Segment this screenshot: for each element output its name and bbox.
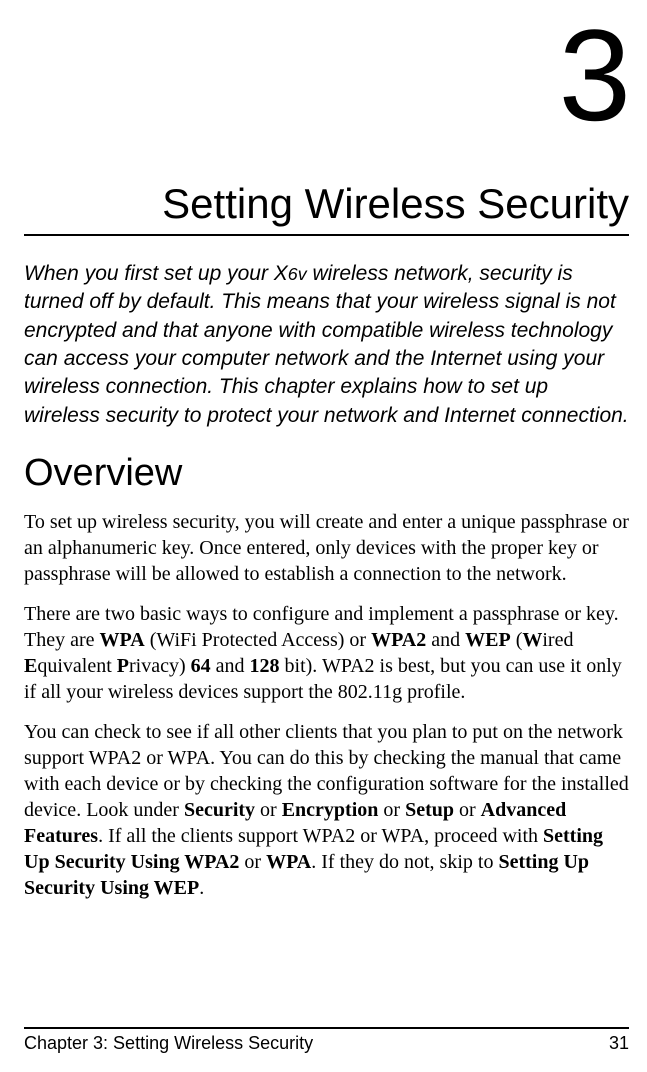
footer-chapter-label: Chapter 3: Setting Wireless Security [24, 1033, 313, 1054]
body-paragraph-3: You can check to see if all other client… [24, 719, 629, 901]
page-footer: Chapter 3: Setting Wireless Security 31 [24, 1027, 629, 1054]
footer-page-number: 31 [609, 1033, 629, 1054]
intro-paragraph: When you first set up your X6v wireless … [24, 260, 629, 430]
chapter-number: 3 [24, 10, 629, 140]
body-paragraph-1: To set up wireless security, you will cr… [24, 509, 629, 587]
chapter-title: Setting Wireless Security [24, 180, 629, 236]
body-paragraph-2: There are two basic ways to configure an… [24, 601, 629, 705]
section-heading-overview: Overview [24, 452, 629, 495]
